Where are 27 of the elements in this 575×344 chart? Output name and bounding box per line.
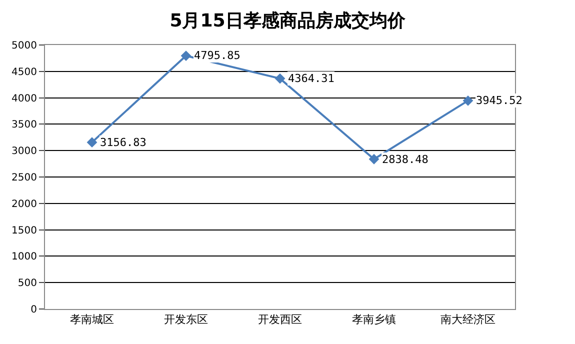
data-label: 4364.31 [288,72,334,85]
data-label: 2838.48 [382,153,428,166]
x-tick-label: 孝南乡镇 [352,313,396,326]
y-tick-label: 3500 [12,120,37,131]
y-tick-label: 1000 [12,252,37,263]
x-tick-label: 开发东区 [164,313,208,326]
data-label: 3945.52 [476,94,522,107]
point [180,50,192,61]
y-tick-label: 2000 [12,198,37,210]
data-label: 4795.85 [194,49,240,62]
y-tick-label: 500 [18,278,37,290]
y-tick-label: 0 [30,304,37,316]
point [274,73,286,84]
y-tick-label: 2500 [12,172,37,184]
chart-title: 5月15日孝感商品房成交均价 [170,10,406,32]
point [368,154,380,164]
x-tick-label: 南大经济区 [440,313,496,326]
data-label: 3156.83 [100,136,146,149]
x-tick-label: 孝南城区 [70,313,114,326]
point [86,137,98,148]
y-tick-label: 5000 [12,40,37,52]
y-tick-label: 4500 [12,66,37,78]
x-tick-label: 开发西区 [258,313,302,326]
y-tick-label: 3000 [12,146,37,158]
point [462,95,474,106]
y-tick-label: 1500 [12,225,37,236]
y-tick-label: 4000 [12,93,37,104]
